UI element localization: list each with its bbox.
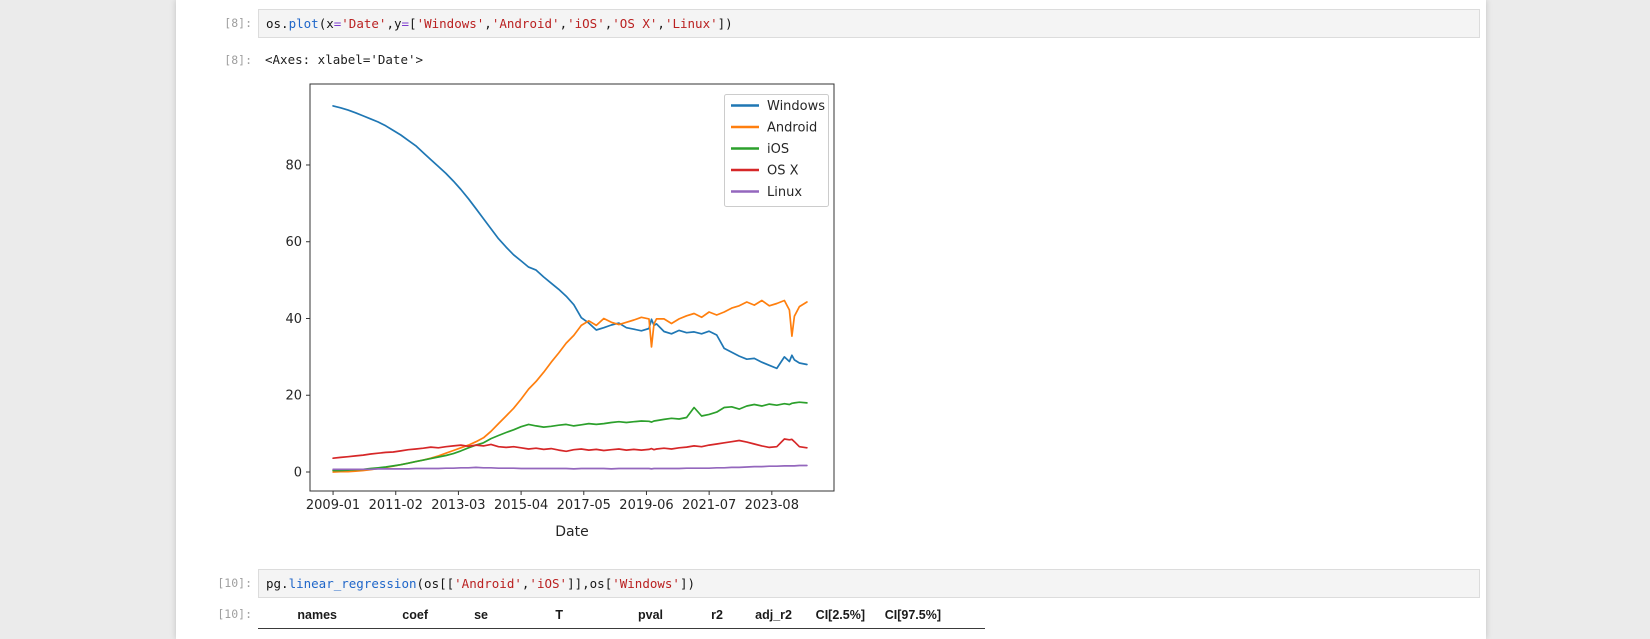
series-line-linux (332, 464, 808, 471)
x-tick-label: 2021-07 (682, 498, 736, 513)
legend-label: OS X (767, 164, 799, 179)
y-tick-label: 0 (294, 466, 302, 481)
table-header-rule (258, 628, 985, 629)
y-tick-label: 20 (285, 389, 302, 404)
table-column-header: T (555, 608, 563, 622)
code-token: 'Android' (491, 16, 560, 31)
code-token: linear_regression (288, 576, 417, 591)
code-token: (x (318, 16, 334, 31)
code-token: = (401, 16, 410, 31)
y-tick-label: 80 (285, 158, 302, 173)
code-cell-regression[interactable]: pg.linear_regression(os[['Android','iOS'… (258, 569, 1480, 598)
code-token: , (484, 16, 492, 31)
code-token: 'iOS' (567, 16, 605, 31)
code-token: 'Windows' (612, 576, 680, 591)
table-column-header: adj_r2 (755, 608, 792, 622)
code-token: , (521, 576, 530, 591)
table-column-header: coef (402, 608, 428, 622)
x-axis-label: Date (555, 524, 588, 540)
legend-box (724, 94, 829, 207)
x-tick-label: 2009-01 (306, 498, 360, 513)
input-prompt-8: [8]: (224, 16, 252, 30)
x-tick-label: 2017-05 (557, 498, 611, 513)
code-token: os. (266, 16, 289, 31)
code-token: , (657, 16, 665, 31)
output-prompt-8: [8]: (224, 53, 252, 67)
legend-label: Linux (767, 185, 802, 200)
code-token: 'Android' (454, 576, 522, 591)
code-token: 'iOS' (529, 576, 568, 591)
code-token: ,y (386, 16, 402, 31)
x-tick-label: 2013-03 (431, 498, 485, 513)
axes-repr-output: <Axes: xlabel='Date'> (265, 52, 424, 67)
legend-label: Windows (767, 99, 825, 114)
code-token: ]],os[ (567, 576, 613, 591)
series-line-os-x (332, 438, 808, 460)
series-line-ios (332, 401, 808, 472)
table-column-header: CI[97.5%] (884, 608, 941, 622)
table-column-header: CI[2.5%] (815, 608, 865, 622)
code-token: 'Date' (341, 16, 387, 31)
matplotlib-line-chart: 0 20 40 60 80 2009-01 2011-02 2013-03 2015-04 201… (285, 80, 850, 546)
table-column-header: names (297, 608, 337, 622)
code-token: [ (409, 16, 417, 31)
code-token: 'Windows' (416, 16, 485, 31)
x-tick-label: 2015-04 (494, 498, 548, 513)
code-token: 'OS X' (612, 16, 658, 31)
legend-label: iOS (767, 142, 789, 157)
table-column-header: pval (637, 608, 663, 622)
x-tick-label: 2011-02 (369, 498, 423, 513)
series-line-windows (332, 105, 808, 370)
x-tick-label: 2023-08 (745, 498, 799, 513)
code-token: ]) (717, 16, 733, 31)
code-token: ]) (679, 576, 696, 591)
x-tick-label: 2019-06 (619, 498, 673, 513)
output-prompt-10: [10]: (217, 607, 252, 621)
table-column-header: r2 (711, 608, 723, 622)
code-token: 'Linux' (664, 16, 718, 31)
os-market-share-chart: 0 20 40 60 80 2009-01 2011-02 2013-03 2015-04 201… (285, 83, 835, 540)
code-token: , (559, 16, 568, 31)
input-prompt-10: [10]: (217, 576, 252, 590)
code-token: , (604, 16, 613, 31)
code-cell-plot[interactable]: os.plot(x='Date',y=['Windows','Android',… (258, 9, 1480, 38)
y-tick-label: 40 (285, 312, 302, 327)
code-token: plot (288, 16, 319, 31)
notebook-panel: [8]: os.plot(x='Date',y=['Windows','Andr… (176, 0, 1486, 639)
table-column-header: se (474, 608, 488, 622)
code-token: (os[[ (416, 576, 455, 591)
code-token: = (333, 16, 342, 31)
legend-label: Android (767, 121, 817, 136)
code-token: pg. (266, 576, 289, 591)
y-tick-label: 60 (285, 235, 302, 250)
